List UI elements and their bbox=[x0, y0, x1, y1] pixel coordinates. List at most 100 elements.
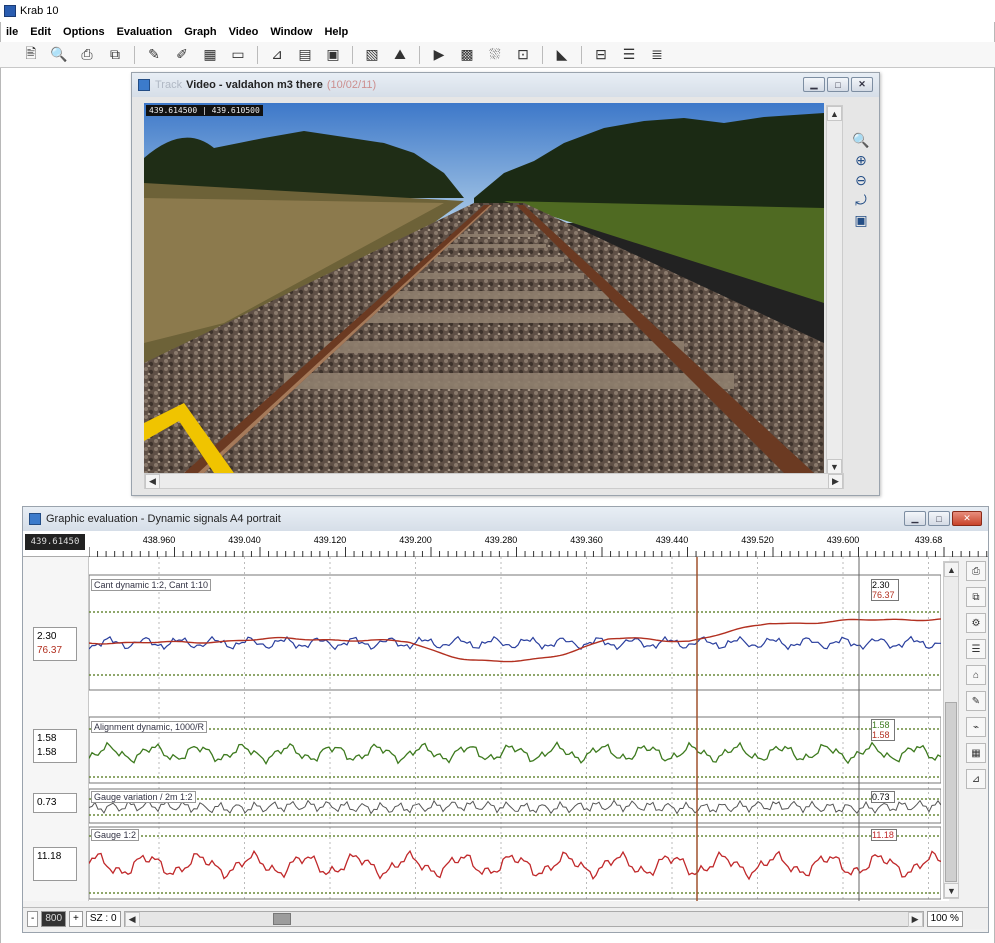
alignment-value-2: 1.58 bbox=[37, 747, 57, 758]
measure-icon[interactable]: ⊿ bbox=[271, 46, 283, 62]
menu-help[interactable]: Help bbox=[324, 26, 349, 38]
chart-icon[interactable]: ⌁ bbox=[966, 717, 986, 737]
calculator-icon[interactable]: ▣ bbox=[326, 46, 340, 62]
maximize-button[interactable]: □ bbox=[928, 511, 950, 526]
scroll-right-icon[interactable]: ▶ bbox=[907, 911, 923, 927]
menu-video[interactable]: Video bbox=[228, 26, 259, 38]
pen-icon[interactable]: ✎ bbox=[148, 46, 160, 62]
video-window-title-bar[interactable]: Track Video - valdahon m3 there (10/02/1… bbox=[132, 73, 879, 97]
print-preview-icon[interactable]: 🖹 bbox=[25, 44, 37, 61]
menu-options[interactable]: Options bbox=[63, 26, 105, 38]
scroll-right-icon[interactable]: ▶ bbox=[828, 474, 843, 489]
report-icon[interactable]: ▧ bbox=[365, 46, 379, 62]
frame-icon[interactable]: ▭ bbox=[231, 46, 245, 62]
print-icon[interactable]: ⎙ bbox=[966, 561, 986, 581]
alignment-panel bbox=[88, 716, 942, 784]
menu-edit[interactable]: Edit bbox=[30, 26, 52, 38]
zoom-icon[interactable]: 🔍 bbox=[50, 46, 68, 62]
export-icon[interactable]: ▣ bbox=[854, 211, 868, 228]
video-icon[interactable]: ▶ bbox=[433, 46, 445, 62]
cant-dynamic-trace bbox=[88, 635, 941, 651]
ruler-tick-label: 439.360 bbox=[570, 535, 603, 545]
gauge-value-box: 11.18 bbox=[33, 847, 77, 881]
cant-value-1: 2.30 bbox=[37, 631, 57, 642]
cant-panel bbox=[88, 574, 942, 691]
minimize-button[interactable]: ▁ bbox=[803, 77, 825, 92]
zoom-in-icon[interactable]: ⊕ bbox=[855, 151, 867, 168]
scroll-left-icon[interactable]: ◀ bbox=[145, 474, 160, 489]
gauge-value: 11.18 bbox=[37, 851, 62, 862]
alignment-value-box: 1.58 1.58 bbox=[33, 729, 77, 763]
scroll-left-icon[interactable]: ◀ bbox=[124, 911, 140, 927]
gauge-trace bbox=[88, 849, 942, 881]
comment-icon[interactable]: ✎ bbox=[966, 691, 986, 711]
cant-right-value-1: 2.30 bbox=[872, 580, 890, 590]
zoom-fit-icon[interactable]: 🔍 bbox=[852, 131, 870, 148]
scroll-down-icon[interactable]: ▼ bbox=[944, 883, 959, 898]
ruler-tick-label: 439.280 bbox=[485, 535, 518, 545]
camera-icon[interactable]: ◣ bbox=[556, 46, 568, 62]
video-title-prefix: Track bbox=[155, 79, 183, 91]
menu-graph[interactable]: Graph bbox=[184, 26, 217, 38]
measure-icon[interactable]: ⊿ bbox=[966, 769, 986, 789]
video-window-icon bbox=[138, 79, 150, 91]
stack2-icon[interactable]: ≣ bbox=[651, 46, 663, 62]
signal-plot-area[interactable]: Cant dynamic 1:2, Cant 1:10 Alignment dy… bbox=[88, 557, 949, 901]
decrease-scale-button[interactable]: - bbox=[27, 910, 39, 927]
app-title: Krab 10 bbox=[20, 5, 59, 17]
toolbar-separator bbox=[542, 45, 543, 64]
table-icon[interactable]: ▤ bbox=[298, 46, 312, 62]
split-icon[interactable]: ⊟ bbox=[595, 46, 607, 62]
graph-vertical-scrollbar[interactable]: ▲ ▼ bbox=[943, 561, 959, 899]
ruler-tick-label: 439.120 bbox=[314, 535, 347, 545]
image-icon[interactable]: ⛆ bbox=[489, 46, 501, 62]
settings-icon[interactable]: ⚙ bbox=[966, 613, 986, 633]
menu-bar: ile Edit Options Evaluation Graph Video … bbox=[0, 22, 995, 42]
increase-scale-button[interactable]: + bbox=[69, 910, 83, 927]
alignment-right-values: 1.58 1.58 bbox=[871, 719, 895, 741]
close-button[interactable]: ✕ bbox=[851, 77, 873, 92]
gauge-channel-label: Gauge 1:2 bbox=[91, 829, 140, 841]
print-icon[interactable]: ⎙ bbox=[81, 46, 93, 62]
scroll-thumb[interactable] bbox=[945, 702, 957, 882]
menu-window[interactable]: Window bbox=[270, 26, 313, 38]
photo-icon[interactable]: ▩ bbox=[460, 46, 474, 62]
scroll-down-icon[interactable]: ▼ bbox=[827, 459, 842, 474]
home-icon[interactable]: ⌂ bbox=[966, 665, 986, 685]
alignment-right-value-2: 1.58 bbox=[872, 730, 890, 740]
minimize-button[interactable]: ▁ bbox=[904, 511, 926, 526]
map-icon[interactable]: ⛰ bbox=[394, 46, 406, 62]
scroll-up-icon[interactable]: ▲ bbox=[827, 106, 842, 121]
video-frame[interactable]: 439.614500 | 439.610500 bbox=[144, 103, 824, 473]
snapshot-icon[interactable]: ⊡ bbox=[517, 46, 529, 62]
draw-icon[interactable]: ✐ bbox=[176, 46, 188, 62]
scale-value[interactable]: 800 bbox=[41, 910, 67, 927]
menu-file[interactable]: ile bbox=[6, 26, 19, 38]
horizontal-scroll-thumb[interactable] bbox=[272, 912, 291, 925]
zoom-out-icon[interactable]: ⊖ bbox=[855, 171, 867, 188]
graph-title: Graphic evaluation - Dynamic signals A4 … bbox=[46, 513, 281, 525]
distance-ruler: 439.61450 438.960 439.040 439.120 439.200 43… bbox=[23, 531, 988, 557]
stack-icon[interactable]: ☰ bbox=[622, 46, 636, 62]
list-icon[interactable]: ☰ bbox=[966, 639, 986, 659]
gauge-panel bbox=[88, 826, 942, 900]
video-horizontal-scrollbar[interactable]: ◀ ▶ bbox=[144, 473, 844, 489]
track-icon[interactable]: ▦ bbox=[203, 46, 217, 62]
graph-window-title-bar[interactable]: Graphic evaluation - Dynamic signals A4 … bbox=[23, 507, 988, 531]
rotate-icon[interactable]: ⤾ bbox=[855, 191, 867, 208]
menu-evaluation[interactable]: Evaluation bbox=[116, 26, 173, 38]
grid-icon[interactable]: ▦ bbox=[966, 743, 986, 763]
graph-horizontal-scrollbar[interactable]: ◀ ▶ bbox=[123, 910, 924, 927]
ruler-tick-label: 439.040 bbox=[228, 535, 261, 545]
scroll-up-icon[interactable]: ▲ bbox=[944, 562, 959, 577]
ruler-tick-label: 439.68 bbox=[915, 535, 943, 545]
maximize-button[interactable]: □ bbox=[827, 77, 849, 92]
gauge-variation-channel-label: Gauge variation / 2m 1:2 bbox=[91, 791, 196, 803]
video-window-controls: ▁ □ ✕ bbox=[803, 77, 873, 92]
video-vertical-scrollbar[interactable]: ▲ ▼ bbox=[826, 105, 843, 475]
video-timestamp: 439.614500 | 439.610500 bbox=[146, 105, 263, 116]
copy-icon[interactable]: ⧉ bbox=[966, 587, 986, 607]
toolbar-separator bbox=[257, 45, 258, 64]
close-button[interactable]: ✕ bbox=[952, 511, 982, 526]
layout-icon[interactable]: ⧉ bbox=[110, 46, 120, 62]
